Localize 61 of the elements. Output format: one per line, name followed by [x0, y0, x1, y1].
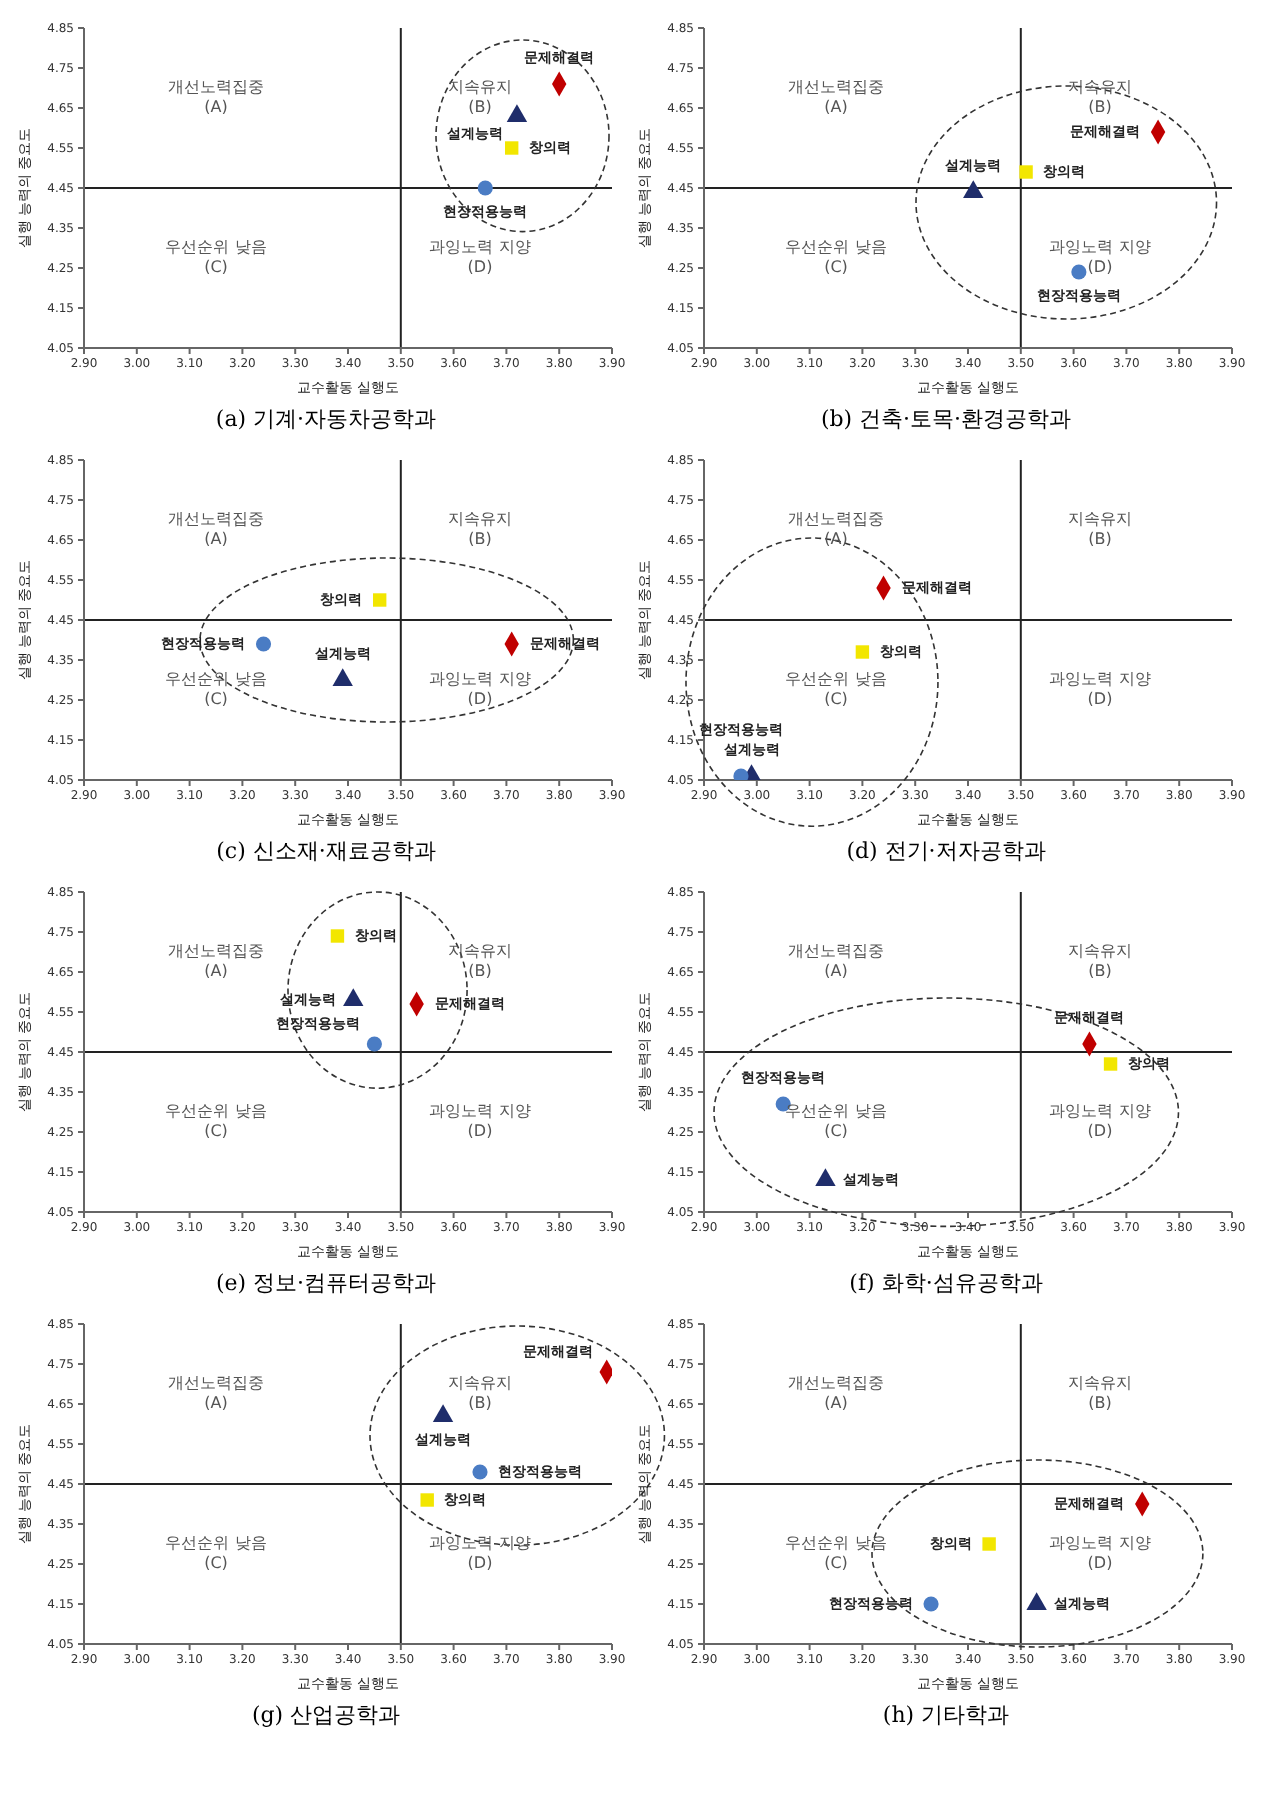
point	[1019, 165, 1033, 179]
text: (c) 신소재·재료공학과	[214, 836, 438, 866]
annotation: 우선순위 낮음 (C)	[783, 238, 889, 279]
annotation: 과잉노력 지양 (D)	[1047, 670, 1153, 711]
annotation: 지속유지 (B)	[1066, 942, 1134, 983]
point	[343, 988, 364, 1006]
point	[432, 1404, 454, 1422]
annotation: 지속유지 (B)	[1066, 1374, 1134, 1415]
annotation: 지속유지 (B)	[446, 510, 514, 551]
annotation: 우선순위 낮음 (C)	[783, 1534, 889, 1575]
point	[963, 180, 984, 198]
annotation: 우선순위 낮음 (C)	[163, 670, 269, 711]
point	[1026, 1592, 1047, 1610]
text: (d) 전기·저자공학과	[844, 836, 1048, 866]
point	[477, 180, 493, 196]
annotation: 과잉노력 지양 (D)	[427, 238, 533, 279]
annotation: 지속유지 (B)	[446, 78, 514, 119]
point	[733, 768, 749, 780]
text: (b) 건축·토목·환경공학과	[818, 404, 1074, 434]
annotation: 지속유지 (B)	[446, 942, 514, 983]
text: (h) 기타학과	[880, 1700, 1012, 1730]
annotation: 개선노력집중 (A)	[166, 510, 266, 551]
text: (f) 화학·섬유공학과	[847, 1268, 1045, 1298]
annotation: 지속유지 (B)	[446, 1374, 514, 1415]
text: (e) 정보·컴퓨터공학과	[213, 1268, 439, 1298]
point	[1103, 1057, 1118, 1071]
annotation: 개선노력집중 (A)	[166, 942, 266, 983]
point	[332, 668, 353, 686]
point	[815, 1168, 836, 1186]
annotation: 지속유지 (B)	[1066, 510, 1134, 551]
point	[255, 636, 272, 652]
point	[504, 141, 519, 155]
point	[855, 645, 870, 659]
annotation: 과잉노력 지양 (D)	[427, 670, 533, 711]
text: (a) 기계·자동차공학과	[213, 404, 439, 434]
annotation: 과잉노력 지양 (D)	[427, 1102, 533, 1143]
annotation: 지속유지 (B)	[1066, 78, 1134, 119]
annotation: 개선노력집중 (A)	[166, 78, 266, 119]
point	[420, 1493, 434, 1507]
point	[366, 1036, 382, 1052]
point	[330, 929, 345, 943]
annotation: 우선순위 낮음 (C)	[163, 1534, 269, 1575]
annotation: 개선노력집중 (A)	[166, 1374, 266, 1415]
annotation: 우선순위 낮음 (C)	[163, 1102, 269, 1143]
point	[472, 1464, 488, 1480]
annotation: 과잉노력 지양 (D)	[1047, 1534, 1153, 1575]
annotation: 우선순위 낮음 (C)	[783, 1102, 889, 1143]
annotation: 개선노력집중 (A)	[786, 1374, 886, 1415]
point	[982, 1537, 996, 1551]
point	[506, 104, 528, 122]
annotation: 과잉노력 지양 (D)	[427, 1534, 533, 1575]
text: (g) 산업공학과	[249, 1700, 403, 1730]
annotation: 개선노력집중 (A)	[786, 78, 886, 119]
annotation: 과잉노력 지양 (D)	[1047, 1102, 1153, 1143]
point	[372, 593, 387, 607]
point	[1071, 264, 1087, 280]
annotation: 과잉노력 지양 (D)	[1047, 238, 1153, 279]
point	[923, 1596, 939, 1612]
annotation: 개선노력집중 (A)	[786, 942, 886, 983]
annotation: 우선순위 낮음 (C)	[163, 238, 269, 279]
annotation: 우선순위 낮음 (C)	[783, 670, 889, 711]
